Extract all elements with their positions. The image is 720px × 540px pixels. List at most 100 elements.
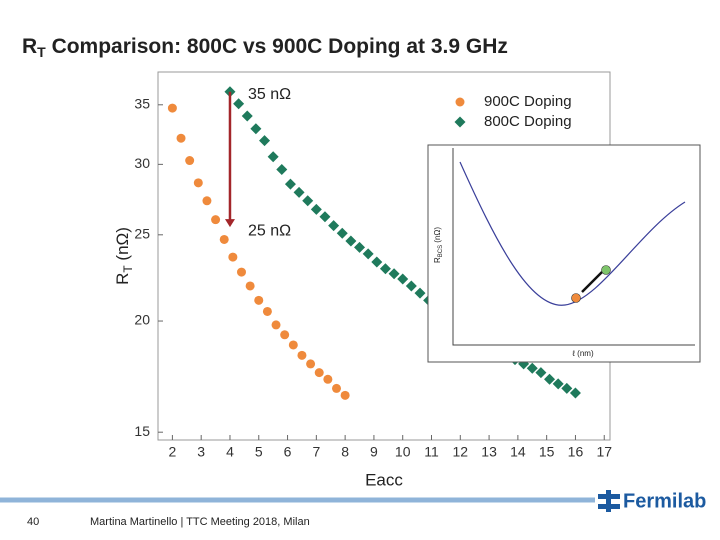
- point: [535, 367, 547, 379]
- y-axis-label: RT (nΩ): [113, 227, 135, 285]
- page-number: 40: [27, 516, 39, 528]
- point: [328, 220, 340, 232]
- x-tick-label: 15: [539, 444, 555, 460]
- inset-y-label-part: (nΩ): [433, 227, 442, 245]
- point: [455, 97, 465, 107]
- inset-frame: [427, 144, 701, 363]
- legend-label: 900C Doping: [484, 93, 572, 110]
- x-tick-label: 13: [481, 444, 497, 460]
- series: [167, 103, 350, 400]
- point: [526, 362, 538, 374]
- x-tick-label: 11: [424, 444, 439, 460]
- y-tick-label: 20: [134, 312, 150, 328]
- point: [454, 116, 466, 128]
- x-tick-label: 6: [284, 444, 292, 460]
- point: [185, 156, 195, 166]
- logo-icon: [598, 490, 620, 512]
- y-tick-label: 30: [134, 155, 150, 171]
- x-tick-label: 14: [510, 444, 526, 460]
- point: [331, 383, 341, 393]
- point: [202, 196, 212, 206]
- footer-text: Martina Martinello | TTC Meeting 2018, M…: [90, 516, 310, 528]
- inset-point: [571, 293, 581, 303]
- inset-point: [601, 265, 611, 275]
- point: [354, 241, 366, 253]
- legend-label: 800C Doping: [484, 113, 572, 130]
- point: [336, 227, 348, 239]
- x-tick-label: 17: [596, 444, 612, 460]
- point: [388, 268, 400, 280]
- x-tick-label: 8: [341, 444, 349, 460]
- x-tick-label: 7: [312, 444, 320, 460]
- point: [379, 263, 391, 275]
- y-tick-label: 35: [134, 95, 150, 111]
- inset-curve: [459, 161, 686, 306]
- point: [319, 211, 331, 223]
- point: [310, 203, 322, 215]
- point: [250, 123, 262, 135]
- point: [241, 110, 253, 122]
- arrow-head: [224, 219, 235, 228]
- point: [271, 320, 281, 330]
- point: [288, 340, 298, 350]
- point: [552, 378, 564, 390]
- x-axis-label: Eacc: [365, 470, 403, 489]
- inset: RBCS (nΩ) ℓ (nm): [427, 144, 701, 363]
- inset-y-label: RBCS (nΩ): [433, 227, 443, 263]
- logo-text: Fermilab: [623, 490, 706, 512]
- point: [544, 373, 556, 385]
- point: [176, 133, 186, 143]
- point: [340, 390, 350, 400]
- inset-axes: [452, 148, 695, 346]
- point: [233, 98, 245, 110]
- point: [276, 164, 288, 176]
- point: [323, 374, 333, 384]
- point: [228, 252, 238, 262]
- x-tick-label: 2: [168, 444, 176, 460]
- point: [219, 234, 229, 244]
- point: [262, 306, 272, 316]
- annotation: 25 nΩ: [248, 222, 291, 239]
- point: [193, 178, 203, 188]
- point: [569, 387, 581, 399]
- point: [236, 267, 246, 277]
- point: [314, 368, 324, 378]
- y-axis-label-part: (nΩ): [113, 227, 132, 265]
- inset-y-label-part: BCS: [438, 245, 444, 257]
- x-tick-label: 3: [197, 444, 205, 460]
- y-tick-label: 15: [134, 423, 150, 439]
- point: [414, 287, 426, 299]
- point: [167, 103, 177, 113]
- point: [211, 215, 221, 225]
- point: [297, 350, 307, 360]
- y-tick-label: 25: [134, 226, 150, 242]
- point: [302, 195, 314, 207]
- annotation: 35 nΩ: [248, 86, 291, 103]
- inset-y-label-part: R: [433, 257, 442, 263]
- point: [284, 178, 296, 190]
- point: [397, 273, 409, 285]
- point: [345, 235, 357, 247]
- y-axis-label-part: T: [121, 265, 135, 273]
- slide-title: RT Comparison: 800C vs 900C Doping at 3.…: [22, 35, 508, 60]
- x-tick-label: 4: [226, 444, 234, 460]
- point: [245, 281, 255, 291]
- point: [259, 135, 271, 147]
- point: [293, 186, 305, 198]
- x-tick-label: 9: [370, 444, 378, 460]
- point: [254, 295, 264, 305]
- point: [371, 256, 383, 268]
- y-axis-label-part: R: [113, 273, 132, 285]
- x-tick-label: 10: [395, 444, 411, 460]
- point: [306, 359, 316, 369]
- x-tick-label: 12: [453, 444, 469, 460]
- point: [362, 248, 374, 260]
- point: [280, 330, 290, 340]
- point: [405, 280, 417, 292]
- x-tick-label: 16: [568, 444, 584, 460]
- x-tick-label: 5: [255, 444, 263, 460]
- inset-arrow: [581, 271, 603, 293]
- inset-x-label: ℓ (nm): [571, 349, 594, 358]
- point: [561, 382, 573, 394]
